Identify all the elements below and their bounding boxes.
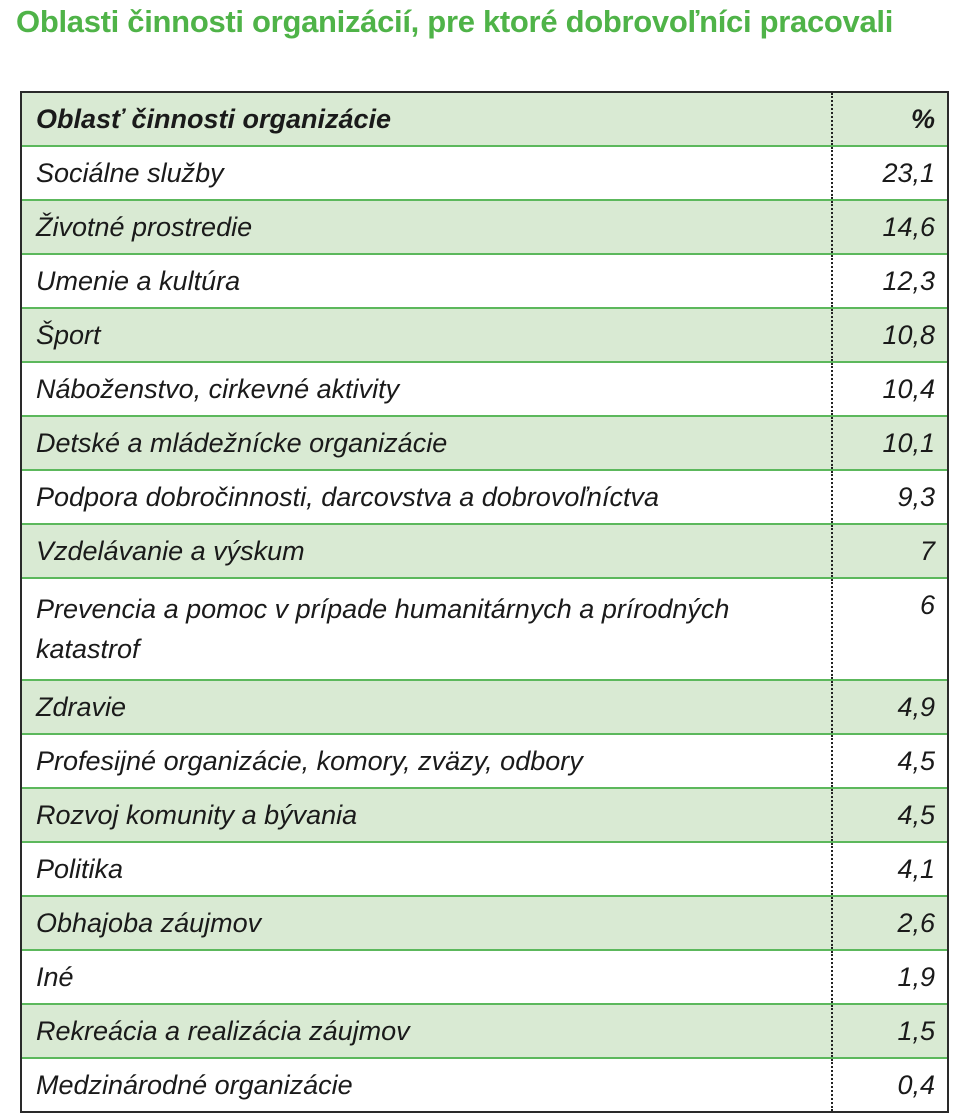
header-category: Oblasť činnosti organizácie	[22, 93, 832, 147]
table-row: Podpora dobročinnosti, darcovstva a dobr…	[22, 470, 947, 525]
table-row: Profesijné organizácie, komory, zväzy, o…	[22, 734, 947, 789]
row-percent: 12,3	[831, 254, 947, 309]
table-row: Iné 1,9	[22, 950, 947, 1005]
row-category: Profesijné organizácie, komory, zväzy, o…	[22, 734, 832, 789]
row-percent: 2,6	[831, 896, 947, 951]
row-percent: 0,4	[831, 1058, 947, 1111]
row-category: Medzinárodné organizácie	[36, 1070, 353, 1100]
table-row: Životné prostredie 14,6	[22, 200, 947, 255]
row-category: Rekreácia a realizácia záujmov	[22, 1004, 832, 1059]
data-table: Oblasť činnosti organizácie % Sociálne s…	[20, 91, 949, 1113]
row-category: Šport	[22, 308, 832, 363]
row-category: Náboženstvo, cirkevné aktivity	[22, 362, 832, 417]
table-row: Sociálne služby 23,1	[22, 146, 947, 201]
table-header-row: Oblasť činnosti organizácie %	[22, 93, 947, 147]
row-percent: 9,3	[831, 470, 947, 525]
table-row: Vzdelávanie a výskum 7	[22, 524, 947, 579]
table-row: Detské a mládežnícke organizácie 10,1	[22, 416, 947, 471]
row-percent: 1,5	[831, 1004, 947, 1059]
row-category: Sociálne služby	[22, 146, 832, 201]
row-category: Vzdelávanie a výskum	[22, 524, 832, 579]
row-percent: 4,1	[831, 842, 947, 897]
page-title: Oblasti činnosti organizácií, pre ktoré …	[16, 4, 894, 39]
row-category: Detské a mládežnícke organizácie	[22, 416, 832, 471]
row-percent: 10,8	[831, 308, 947, 363]
header-percent: %	[831, 93, 947, 147]
row-percent: 10,1	[831, 416, 947, 471]
row-percent: 6	[831, 578, 947, 681]
row-category: Životné prostredie	[22, 200, 832, 255]
row-percent: 10,4	[831, 362, 947, 417]
table-row: Rozvoj komunity a bývania 4,5	[22, 788, 947, 843]
row-category: Rozvoj komunity a bývania	[22, 788, 832, 843]
row-percent: 14,6	[831, 200, 947, 255]
table-row: Zdravie 4,9	[22, 680, 947, 735]
row-category: Podpora dobročinnosti, darcovstva a dobr…	[22, 470, 832, 525]
row-category: Zdravie	[22, 680, 832, 735]
table-row: Politika 4,1	[22, 842, 947, 897]
row-category: Politika	[22, 842, 832, 897]
table-row: Obhajoba záujmov 2,6	[22, 896, 947, 951]
row-percent: 1,9	[831, 950, 947, 1005]
table-row: Šport 10,8	[22, 308, 947, 363]
row-category: Iné	[22, 950, 832, 1005]
row-percent: 4,5	[831, 734, 947, 789]
table-row: Medzinárodné organizácie 0,4	[22, 1058, 947, 1111]
table-row: Umenie a kultúra 12,3	[22, 254, 947, 309]
row-percent: 7	[831, 524, 947, 579]
row-category: Obhajoba záujmov	[22, 896, 832, 951]
row-percent: 4,5	[831, 788, 947, 843]
row-percent: 23,1	[831, 146, 947, 201]
table-row: Rekreácia a realizácia záujmov 1,5	[22, 1004, 947, 1059]
table-row: Prevencia a pomoc v prípade humanitárnyc…	[22, 578, 947, 681]
table-row: Náboženstvo, cirkevné aktivity 10,4	[22, 362, 947, 417]
row-category: Umenie a kultúra	[22, 254, 832, 309]
row-percent: 4,9	[831, 680, 947, 735]
row-category: Prevencia a pomoc v prípade humanitárnyc…	[22, 578, 832, 681]
